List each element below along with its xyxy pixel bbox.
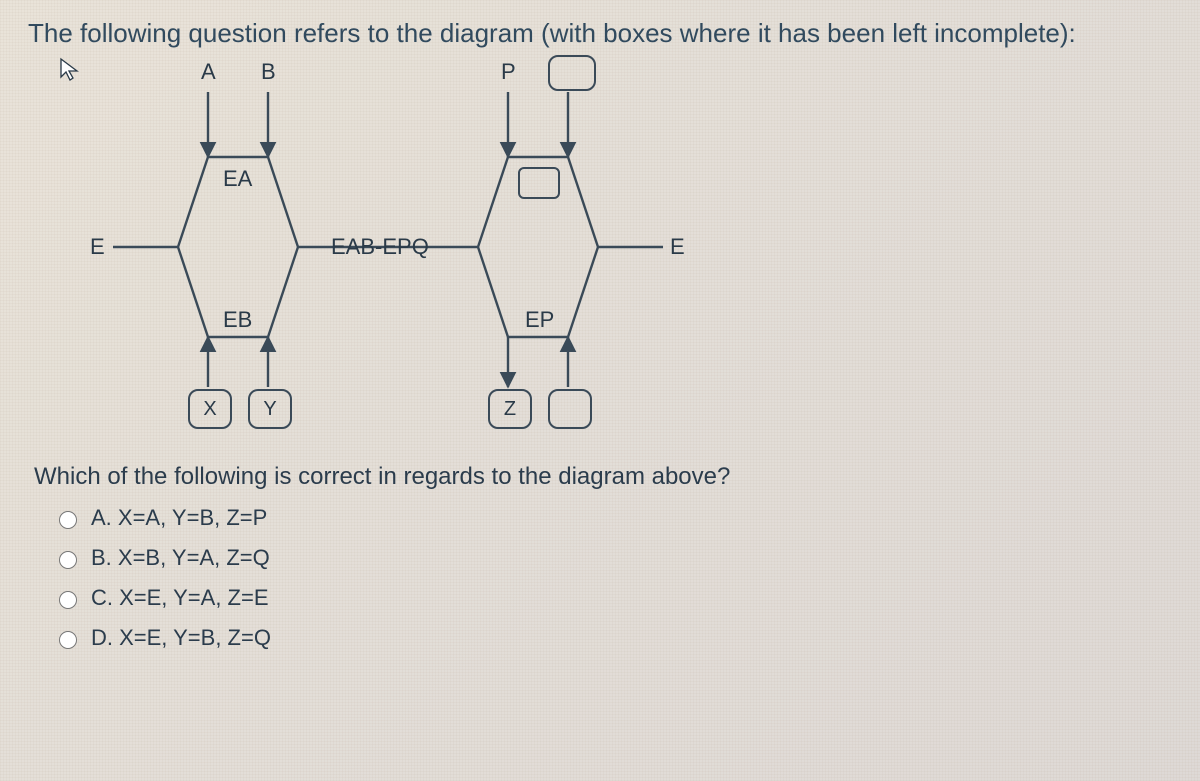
- option-D-label: D. X=E, Y=B, Z=Q: [91, 625, 271, 651]
- enzyme-diagram: A B P E E EAB-EPQ EA EB EP X Y Z: [58, 57, 758, 457]
- question-text: The following question refers to the dia…: [28, 18, 1172, 49]
- option-C-label: C. X=E, Y=A, Z=E: [91, 585, 269, 611]
- label-E-left: E: [90, 234, 105, 260]
- option-A-label: A. X=A, Y=B, Z=P: [91, 505, 267, 531]
- blank-box-bottom-right: [548, 389, 592, 429]
- box-X: X: [188, 389, 232, 429]
- option-A[interactable]: A. X=A, Y=B, Z=P: [54, 505, 1172, 531]
- label-EA: EA: [223, 166, 252, 192]
- blank-box-EQ: [518, 167, 560, 199]
- label-A: A: [201, 59, 216, 85]
- label-P: P: [501, 59, 516, 85]
- label-B: B: [261, 59, 276, 85]
- label-EB: EB: [223, 307, 252, 333]
- cursor-icon: [58, 57, 84, 83]
- options-group: A. X=A, Y=B, Z=P B. X=B, Y=A, Z=Q C. X=E…: [54, 505, 1172, 651]
- prompt-text: Which of the following is correct in reg…: [34, 463, 1172, 491]
- option-D[interactable]: D. X=E, Y=B, Z=Q: [54, 625, 1172, 651]
- radio-C[interactable]: [59, 591, 77, 609]
- blank-box-top-right: [548, 55, 596, 91]
- label-EAB-EPQ: EAB-EPQ: [331, 234, 429, 260]
- option-B[interactable]: B. X=B, Y=A, Z=Q: [54, 545, 1172, 571]
- box-Z: Z: [488, 389, 532, 429]
- label-E-right: E: [670, 234, 685, 260]
- option-C[interactable]: C. X=E, Y=A, Z=E: [54, 585, 1172, 611]
- label-EP: EP: [525, 307, 554, 333]
- box-Y: Y: [248, 389, 292, 429]
- radio-D[interactable]: [59, 631, 77, 649]
- option-B-label: B. X=B, Y=A, Z=Q: [91, 545, 270, 571]
- radio-A[interactable]: [59, 511, 77, 529]
- radio-B[interactable]: [59, 551, 77, 569]
